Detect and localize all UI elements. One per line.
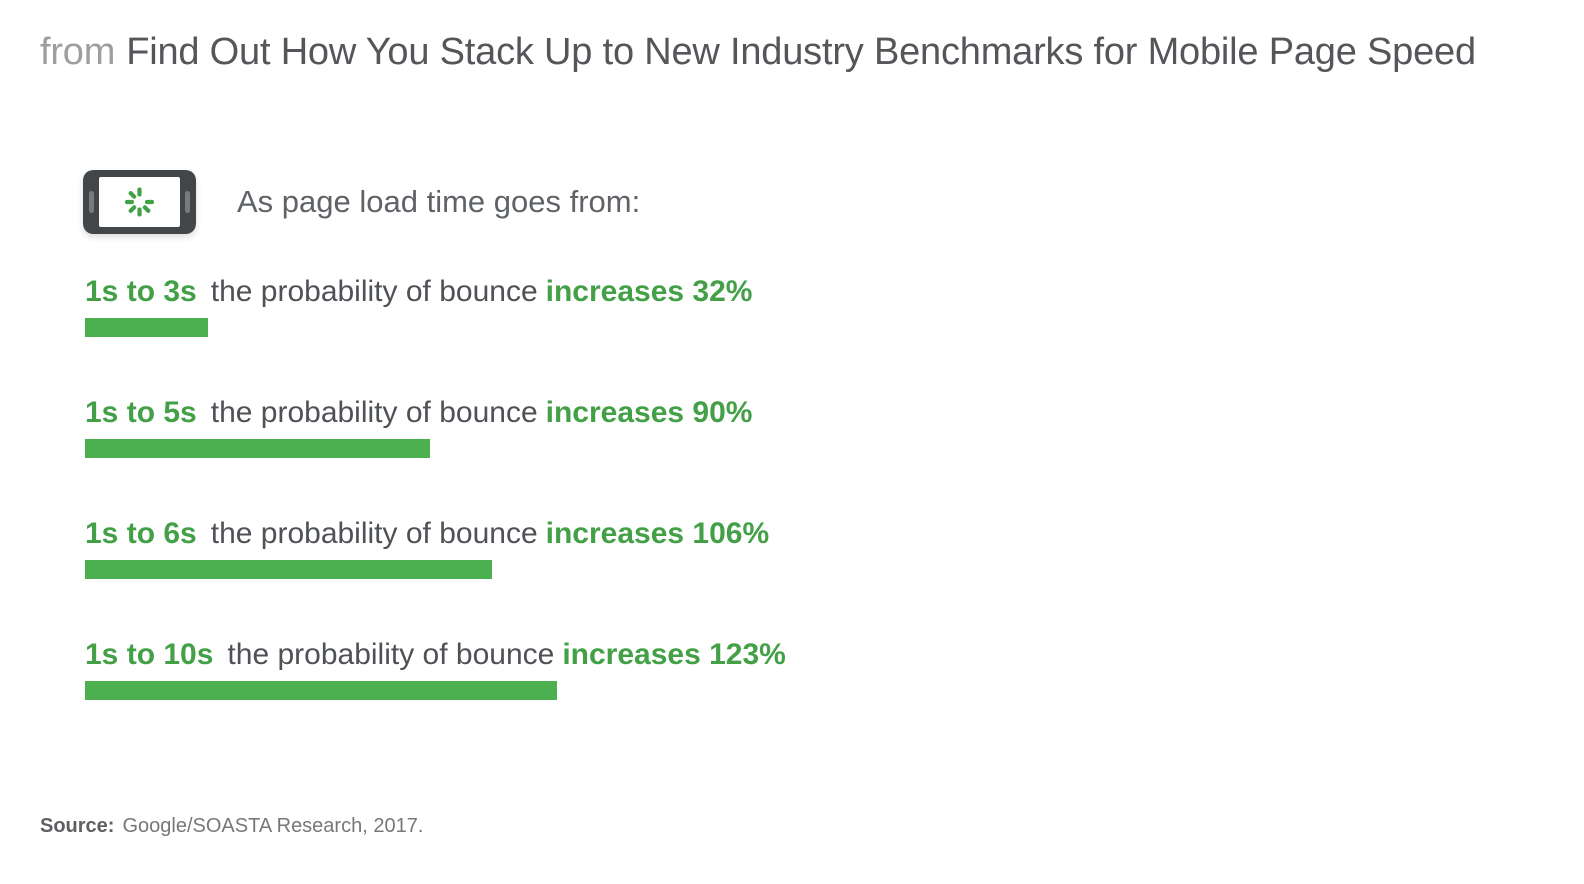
source-line: Source: Google/SOASTA Research, 2017. (40, 812, 423, 840)
source-label: Source: (40, 815, 115, 837)
bounce-bar (85, 318, 208, 337)
bounce-row-1s-5s: 1s to 5s the probability of bounce increas… (85, 391, 786, 458)
bounce-increase-value: increases 90% (545, 396, 753, 429)
phone-screen (99, 177, 180, 227)
bounce-bar (85, 439, 430, 458)
bounce-increase-value: increases 106% (545, 517, 770, 550)
phone-right-button (185, 191, 190, 213)
intro-row: As page load time goes from: (83, 170, 640, 234)
bounce-bar (85, 681, 557, 700)
phone-loading-icon (83, 170, 196, 234)
phone-left-button (89, 191, 94, 213)
source-text: Google/SOASTA Research, 2017. (122, 815, 424, 837)
load-time-range: 1s to 6s (85, 517, 197, 550)
intro-text: As page load time goes from: (237, 184, 641, 219)
bounce-row-text: 1s to 5s the probability of bounce increas… (85, 391, 786, 435)
row-connector-text: the probability of bounce (210, 396, 538, 429)
title-text: Find Out How You Stack Up to New Industr… (126, 31, 1476, 73)
bounce-row-text: 1s to 6s the probability of bounce increas… (85, 512, 786, 556)
title-prefix: from (40, 31, 116, 73)
loading-spinner-icon (125, 187, 154, 217)
bounce-row-1s-3s: 1s to 3s the probability of bounce increas… (85, 270, 786, 337)
row-connector-text: the probability of bounce (227, 638, 555, 671)
row-connector-text: the probability of bounce (210, 517, 538, 550)
bounce-increase-value: increases 123% (562, 638, 786, 671)
bounce-row-text: 1s to 10s the probability of bounce increa… (85, 633, 786, 677)
bounce-bar (85, 560, 492, 579)
load-time-range: 1s to 3s (85, 275, 197, 308)
bounce-increase-value: increases 32% (545, 275, 753, 308)
load-time-range: 1s to 5s (85, 396, 197, 429)
bounce-row-1s-6s: 1s to 6s the probability of bounce increas… (85, 512, 786, 579)
bounce-row-text: 1s to 3s the probability of bounce increas… (85, 270, 786, 314)
bounce-chart: 1s to 3s the probability of bounce increas… (85, 270, 786, 754)
bounce-row-1s-10s: 1s to 10s the probability of bounce increa… (85, 633, 786, 700)
load-time-range: 1s to 10s (85, 638, 214, 671)
row-connector-text: the probability of bounce (210, 275, 538, 308)
page-title: from Find Out How You Stack Up to New Ind… (40, 28, 1476, 76)
